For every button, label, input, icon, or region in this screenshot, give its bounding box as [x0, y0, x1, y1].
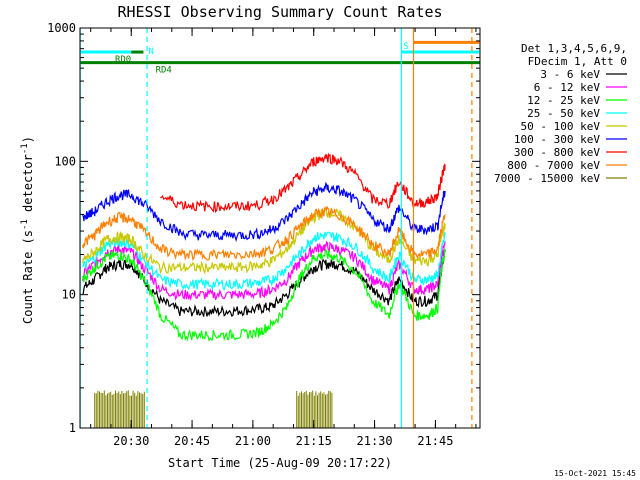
y-axis-label-sup2: -1 [20, 143, 30, 154]
attenuator-burst-0 [94, 390, 145, 428]
y-tick-label-1: 10 [62, 288, 76, 302]
legend-label-2: 12 - 25 keV [527, 94, 600, 107]
legend-label-7: 800 - 7000 keV [507, 159, 600, 172]
legend-label-0: 3 - 6 keV [540, 68, 600, 81]
chart-title: RHESSI Observing Summary Count Rates [117, 3, 442, 21]
series-line-5 [82, 181, 446, 243]
series-line-1 [82, 240, 446, 302]
x-tick-label-5: 21:45 [417, 434, 453, 448]
axes: 20:30 20:45 21:00 21:15 21:30 21:45 1 10 100 1000 [47, 21, 481, 448]
plot-area: N RD0 RD4 S [79, 28, 480, 428]
x-tick-label-3: 21:15 [296, 434, 332, 448]
legend-header-line-1: Det 1,3,4,5,6,9, [521, 42, 627, 55]
y-axis-label-sup: -1 [20, 219, 30, 230]
status-bar-label-2: RD4 [156, 66, 172, 76]
y-axis-label-close: ) [21, 136, 35, 143]
y-tick-label-0: 1 [69, 421, 76, 435]
x-tick-label-0: 20:30 [113, 434, 149, 448]
status-bar-label-0: N [148, 47, 153, 57]
legend-header-line-2: FDecim 1, Att 0 [528, 55, 627, 68]
series-line-2 [82, 248, 446, 342]
status-bar-label-3: S [403, 42, 408, 52]
series-line-0 [82, 248, 446, 317]
axes-frame [79, 27, 481, 429]
status-bar-label-1: RD0 [115, 55, 131, 65]
legend-label-6: 300 - 800 keV [514, 146, 600, 159]
series-line-3 [82, 231, 446, 292]
series-line-4 [82, 208, 446, 275]
attenuator-burst-1 [296, 390, 333, 428]
x-tick-label-1: 20:45 [174, 434, 210, 448]
x-tick-label-2: 21:00 [235, 434, 271, 448]
y-axis-label: Count Rate (s-1 detector-1) [20, 136, 35, 324]
y-axis-label-rest: detector [21, 154, 35, 219]
y-axis-label-main: Count Rate (s [21, 230, 35, 324]
legend-label-1: 6 - 12 keV [534, 81, 601, 94]
series-line-6 [160, 152, 446, 214]
legend-label-3: 25 - 50 keV [527, 107, 600, 120]
series-line-7 [82, 205, 446, 261]
x-axis-label: Start Time (25-Aug-09 20:17:22) [168, 456, 392, 470]
y-tick-label-2: 100 [54, 154, 76, 168]
x-tick-label-4: 21:30 [357, 434, 393, 448]
y-tick-label-3: 1000 [47, 21, 76, 35]
legend-label-4: 50 - 100 keV [521, 120, 601, 133]
legend: Det 1,3,4,5,6,9, FDecim 1, Att 0 3 - 6 k… [494, 42, 627, 185]
legend-label-8: 7000 - 15000 keV [494, 172, 600, 185]
legend-label-5: 100 - 300 keV [514, 133, 600, 146]
date-stamp: 15-Oct-2021 15:45 [554, 469, 636, 478]
